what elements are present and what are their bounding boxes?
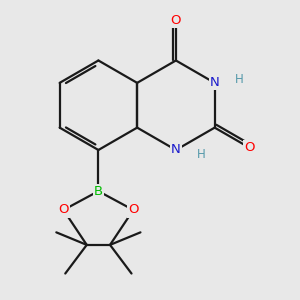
- Text: H: H: [235, 73, 244, 86]
- Text: O: O: [244, 141, 255, 154]
- Text: O: O: [128, 203, 139, 217]
- Text: O: O: [58, 203, 69, 217]
- Text: B: B: [94, 185, 103, 198]
- Text: H: H: [196, 148, 205, 161]
- Text: N: N: [210, 76, 220, 89]
- Text: N: N: [171, 143, 181, 157]
- Text: O: O: [171, 14, 181, 27]
